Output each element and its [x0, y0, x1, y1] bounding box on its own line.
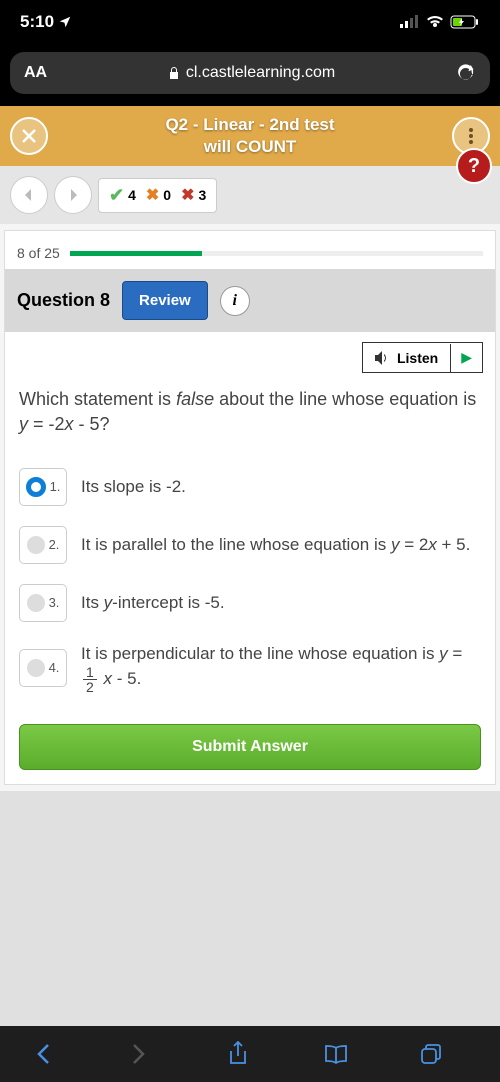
tabs-button[interactable]	[420, 1043, 464, 1065]
option-1-radio[interactable]: 1.	[19, 468, 67, 506]
url-bar[interactable]: AA cl.castlelearning.com	[10, 52, 490, 94]
wifi-icon	[426, 15, 444, 29]
progress-row: 8 of 25	[5, 231, 495, 269]
question-panel: 8 of 25 Question 8 Review i Listen ▶ Whi…	[4, 230, 496, 785]
kebab-icon	[469, 128, 473, 144]
listen-row: Listen ▶	[5, 332, 495, 383]
browser-forward-button[interactable]	[132, 1043, 176, 1065]
radio-dot	[27, 536, 45, 554]
refresh-icon	[456, 63, 476, 83]
close-icon	[20, 127, 38, 145]
progress-fill	[70, 251, 202, 256]
x-orange-icon: ✖	[146, 185, 159, 205]
prompt-emphasis: false	[176, 389, 214, 409]
status-indicators	[400, 15, 480, 29]
option-3-radio[interactable]: 3.	[19, 584, 67, 622]
submit-answer-button[interactable]: Submit Answer	[19, 724, 481, 770]
review-button[interactable]: Review	[122, 281, 208, 320]
listen-text: Listen	[397, 350, 438, 366]
stat-partial-count: 0	[163, 187, 171, 203]
url-display: cl.castlelearning.com	[168, 64, 335, 82]
url-domain: cl.castlelearning.com	[186, 64, 335, 82]
prompt-eq-post: - 5?	[74, 414, 110, 434]
prompt-pre: Which statement is	[19, 389, 176, 409]
book-icon	[324, 1044, 348, 1064]
arrow-left-icon	[20, 186, 38, 204]
option-2-text: It is parallel to the line whose equatio…	[81, 533, 470, 557]
time-text: 5:10	[20, 12, 54, 32]
prompt-eq-x: x	[65, 414, 74, 434]
chevron-left-icon	[36, 1043, 50, 1065]
battery-icon	[450, 15, 480, 29]
arrow-right-icon	[64, 186, 82, 204]
score-stats: ✔4 ✖0 ✖3	[98, 178, 217, 213]
stat-partial: ✖0	[146, 185, 171, 205]
option-3-text: Its y-intercept is -5.	[81, 591, 225, 615]
browser-back-button[interactable]	[36, 1043, 80, 1065]
close-button[interactable]	[10, 117, 48, 155]
stat-correct-count: 4	[128, 187, 136, 203]
test-title-line2: will COUNT	[165, 136, 334, 158]
check-icon: ✔	[109, 185, 124, 206]
option-2-radio[interactable]: 2.	[19, 526, 67, 564]
option-1[interactable]: 1. Its slope is -2.	[19, 458, 481, 516]
browser-bar: AA cl.castlelearning.com	[0, 44, 500, 106]
option-2-num: 2.	[49, 537, 60, 552]
fraction: 12	[83, 665, 97, 694]
help-button[interactable]: ?	[456, 148, 492, 184]
next-question-button[interactable]	[54, 176, 92, 214]
listen-label-box: Listen	[363, 344, 451, 372]
location-arrow-icon	[58, 15, 72, 29]
option-4-radio[interactable]: 4.	[19, 649, 67, 687]
status-time: 5:10	[20, 12, 72, 32]
speaker-icon	[375, 351, 391, 365]
share-icon	[228, 1041, 248, 1067]
listen-button[interactable]: Listen ▶	[362, 342, 483, 373]
progress-bar	[70, 251, 483, 256]
option-1-num: 1.	[50, 479, 61, 494]
test-title-line1: Q2 - Linear - 2nd test	[165, 114, 334, 136]
option-1-text: Its slope is -2.	[81, 475, 186, 499]
option-4-num: 4.	[49, 660, 60, 675]
prompt-eq-pre: = -2	[28, 414, 65, 434]
info-button[interactable]: i	[220, 286, 250, 316]
spacer	[0, 791, 500, 1026]
bookmarks-button[interactable]	[324, 1044, 368, 1064]
option-4[interactable]: 4. It is perpendicular to the line whose…	[19, 632, 481, 705]
radio-dot	[27, 594, 45, 612]
stat-wrong-count: 3	[199, 187, 207, 203]
refresh-button[interactable]	[456, 63, 476, 83]
test-header: Q2 - Linear - 2nd test will COUNT ?	[0, 106, 500, 166]
nav-stats-bar: ✔4 ✖0 ✖3	[0, 166, 500, 224]
stat-wrong: ✖3	[181, 185, 206, 205]
radio-dot-selected	[26, 477, 46, 497]
question-prompt: Which statement is false about the line …	[5, 383, 495, 449]
answer-options: 1. Its slope is -2. 2. It is parallel to…	[5, 450, 495, 713]
prompt-eq-y: y	[19, 414, 28, 434]
stat-correct: ✔4	[109, 185, 136, 206]
safari-toolbar	[0, 1026, 500, 1082]
question-number: Question 8	[17, 290, 110, 311]
radio-dot	[27, 659, 45, 677]
option-3-num: 3.	[49, 595, 60, 610]
cellular-icon	[400, 15, 420, 29]
prev-question-button[interactable]	[10, 176, 48, 214]
option-4-text: It is perpendicular to the line whose eq…	[81, 642, 481, 695]
tabs-icon	[420, 1043, 442, 1065]
lock-icon	[168, 66, 180, 80]
progress-label: 8 of 25	[17, 245, 60, 261]
x-red-icon: ✖	[181, 185, 194, 205]
status-bar: 5:10	[0, 0, 500, 44]
play-button[interactable]: ▶	[451, 343, 482, 372]
question-header: Question 8 Review i	[5, 269, 495, 332]
chevron-right-icon	[132, 1043, 146, 1065]
option-3[interactable]: 3. Its y-intercept is -5.	[19, 574, 481, 632]
share-button[interactable]	[228, 1041, 272, 1067]
text-size-button[interactable]: AA	[24, 64, 47, 82]
test-title: Q2 - Linear - 2nd test will COUNT	[165, 114, 334, 158]
option-2[interactable]: 2. It is parallel to the line whose equa…	[19, 516, 481, 574]
prompt-post: about the line whose equation is	[214, 389, 476, 409]
